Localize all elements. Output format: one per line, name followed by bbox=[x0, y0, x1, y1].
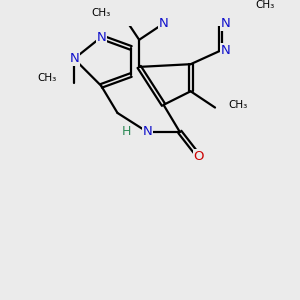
Text: CH₃: CH₃ bbox=[37, 73, 56, 83]
Text: O: O bbox=[194, 150, 204, 163]
Text: CH₃: CH₃ bbox=[92, 8, 111, 18]
Text: N: N bbox=[142, 125, 152, 138]
Text: N: N bbox=[69, 52, 79, 65]
Text: CH₃: CH₃ bbox=[256, 0, 275, 10]
Text: N: N bbox=[220, 44, 230, 57]
Text: N: N bbox=[159, 17, 168, 30]
Text: H: H bbox=[122, 125, 131, 138]
Text: N: N bbox=[96, 31, 106, 44]
Text: N: N bbox=[220, 17, 230, 30]
Text: CH₃: CH₃ bbox=[229, 100, 248, 110]
